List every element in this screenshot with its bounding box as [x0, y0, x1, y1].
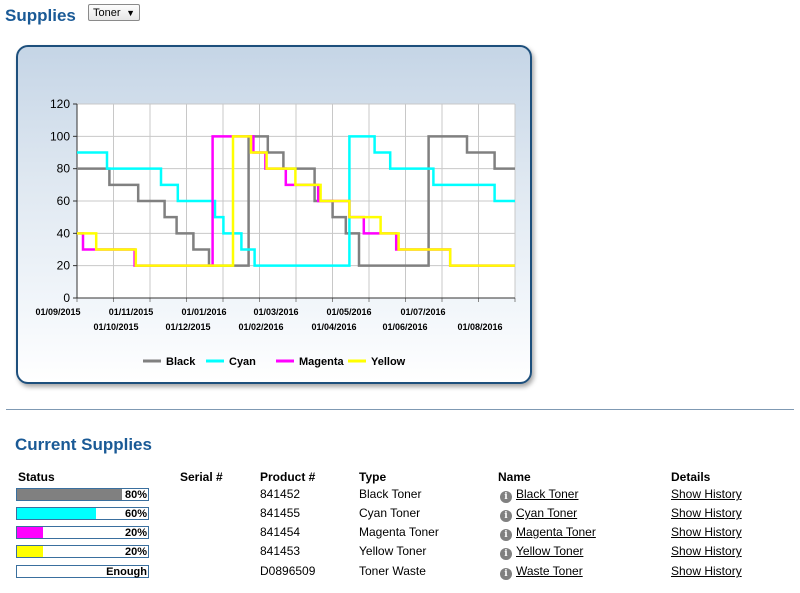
status-level-label: 20%: [124, 546, 147, 558]
info-icon[interactable]: i: [500, 568, 512, 580]
col-header-details: Details: [671, 470, 711, 484]
supply-name-link[interactable]: Magenta Toner: [516, 525, 596, 539]
y-tick-label: 60: [57, 194, 71, 208]
page-title: Supplies: [5, 6, 76, 25]
status-level-label: 20%: [124, 527, 147, 539]
status-level-fill: [17, 546, 44, 557]
type-cell: Toner Waste: [359, 564, 426, 578]
supply-name-link[interactable]: Cyan Toner: [516, 506, 578, 520]
col-header-name: Name: [498, 470, 531, 484]
y-tick-label: 40: [57, 226, 71, 240]
x-tick-label: 01/09/2015: [35, 307, 80, 317]
y-tick-label: 0: [63, 291, 70, 305]
y-tick-label: 100: [50, 129, 70, 143]
status-level-fill: [17, 508, 96, 519]
col-header-product: Product #: [260, 470, 316, 484]
col-header-type: Type: [359, 470, 387, 484]
x-tick-label: 01/01/2016: [181, 307, 226, 317]
type-cell: Yellow Toner: [359, 544, 427, 558]
status-level-label: Enough: [106, 566, 147, 578]
legend-label: Magenta: [299, 356, 345, 368]
x-tick-label: 01/04/2016: [311, 322, 356, 332]
status-level-fill: [17, 527, 44, 538]
type-cell: Magenta Toner: [359, 525, 439, 539]
product-number-cell: D0896509: [260, 564, 316, 578]
series-line-cyan: [77, 135, 515, 267]
legend-label: Black: [166, 356, 196, 368]
x-tick-label: 01/12/2015: [165, 322, 210, 332]
name-cell: i Waste Toner: [500, 564, 583, 580]
col-header-status: Status: [18, 470, 55, 484]
current-supplies-heading: Current Supplies: [15, 435, 152, 454]
info-icon[interactable]: i: [500, 491, 512, 503]
x-tick-label: 01/02/2016: [238, 322, 283, 332]
supply-type-select[interactable]: Toner ▼: [88, 4, 140, 21]
product-number-cell: 841452: [260, 487, 301, 501]
dropdown-arrow-icon: ▼: [126, 8, 135, 18]
x-tick-label: 01/03/2016: [253, 307, 298, 317]
status-level-bar: 80%: [16, 488, 149, 501]
info-icon[interactable]: i: [500, 548, 512, 560]
supply-name-link[interactable]: Black Toner: [516, 487, 579, 501]
y-tick-label: 20: [57, 259, 71, 273]
status-level-bar: 20%: [16, 526, 149, 539]
product-number-cell: 841455: [260, 506, 301, 520]
x-tick-label: 01/10/2015: [93, 322, 138, 332]
name-cell: i Magenta Toner: [500, 525, 596, 541]
x-tick-label: 01/06/2016: [382, 322, 427, 332]
show-history-link[interactable]: Show History: [671, 544, 742, 558]
name-cell: i Cyan Toner: [500, 506, 577, 522]
status-level-bar: 60%: [16, 507, 149, 520]
status-level-bar: Enough: [16, 565, 149, 578]
y-tick-label: 80: [57, 162, 71, 176]
show-history-link[interactable]: Show History: [671, 487, 742, 501]
show-history-link[interactable]: Show History: [671, 525, 742, 539]
type-cell: Cyan Toner: [359, 506, 421, 520]
x-tick-label: 01/05/2016: [326, 307, 371, 317]
legend-label: Yellow: [371, 356, 406, 368]
supplies-history-chart-panel: 0 20 40 60 80 100 120 01/09/2015 01/11/2015 01/01…: [16, 45, 532, 384]
show-history-link[interactable]: Show History: [671, 564, 742, 578]
status-level-label: 80%: [124, 489, 147, 501]
supply-name-link[interactable]: Waste Toner: [516, 564, 583, 578]
product-number-cell: 841454: [260, 525, 301, 539]
x-tick-label: 01/11/2015: [109, 307, 154, 317]
series-line-yellow: [77, 135, 515, 267]
type-cell: Black Toner: [359, 487, 422, 501]
supplies-history-chart: 0 20 40 60 80 100 120 01/09/2015 01/11/2015 01/01…: [35, 97, 516, 368]
status-level-label: 60%: [124, 508, 147, 520]
supply-name-link[interactable]: Yellow Toner: [516, 544, 584, 558]
x-tick-label: 01/08/2016: [457, 322, 502, 332]
status-level-fill: [17, 489, 122, 500]
col-header-serial: Serial #: [180, 470, 223, 484]
show-history-link[interactable]: Show History: [671, 506, 742, 520]
y-tick-label: 120: [50, 97, 70, 111]
supply-type-selected: Toner: [93, 7, 121, 19]
info-icon[interactable]: i: [500, 510, 512, 522]
legend-label: Cyan: [229, 356, 256, 368]
x-tick-label: 01/07/2016: [400, 307, 445, 317]
info-icon[interactable]: i: [500, 529, 512, 541]
name-cell: i Yellow Toner: [500, 544, 583, 560]
status-level-bar: 20%: [16, 545, 149, 558]
product-number-cell: 841453: [260, 544, 301, 558]
section-divider: [6, 409, 794, 410]
name-cell: i Black Toner: [500, 487, 578, 503]
